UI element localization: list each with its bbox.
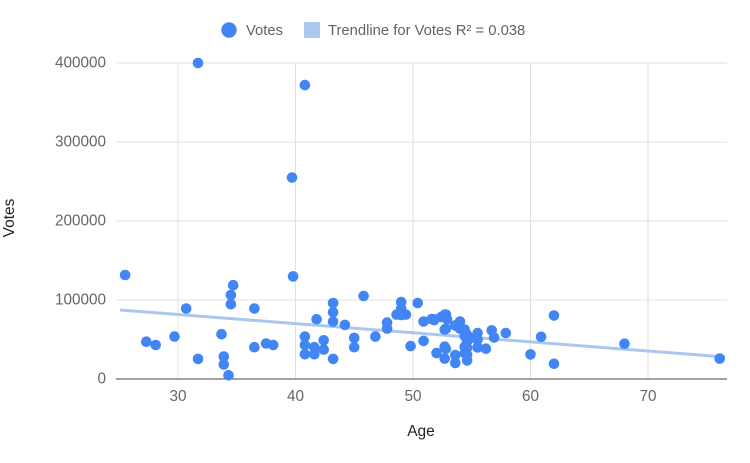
svg-text:Votes: Votes xyxy=(1,198,18,237)
svg-text:50: 50 xyxy=(404,388,421,405)
svg-text:70: 70 xyxy=(639,388,656,405)
svg-text:200000: 200000 xyxy=(55,213,106,230)
svg-text:400000: 400000 xyxy=(55,55,106,72)
svg-text:30: 30 xyxy=(169,388,186,405)
svg-text:300000: 300000 xyxy=(55,134,106,151)
svg-text:0: 0 xyxy=(97,371,106,388)
svg-text:Trendline for Votes R² = 0.038: Trendline for Votes R² = 0.038 xyxy=(328,23,525,39)
svg-text:Age: Age xyxy=(407,423,435,440)
svg-text:60: 60 xyxy=(522,388,539,405)
svg-text:100000: 100000 xyxy=(55,292,106,309)
svg-text:Votes: Votes xyxy=(246,23,283,39)
svg-text:40: 40 xyxy=(287,388,304,405)
